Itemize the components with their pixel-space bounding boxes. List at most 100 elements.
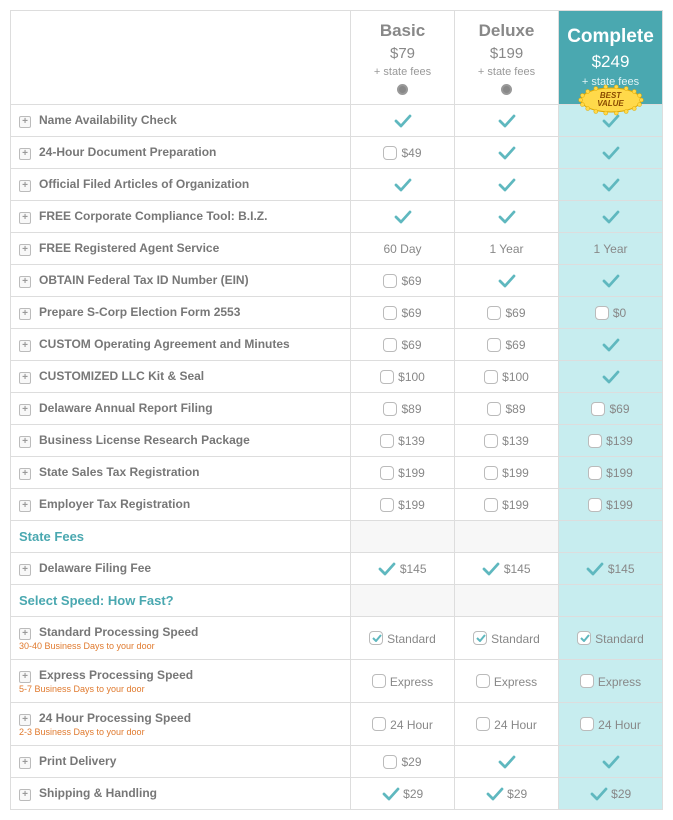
expand-icon[interactable]: +: [19, 180, 31, 192]
option-checkbox[interactable]: [383, 755, 397, 769]
option-checkbox[interactable]: [588, 434, 602, 448]
plan-value-cell: 1 Year: [559, 233, 663, 265]
section-spacer: [559, 585, 663, 617]
check-icon: [498, 114, 516, 128]
check-icon: [486, 787, 504, 801]
option-checkbox[interactable]: [372, 674, 386, 688]
expand-icon[interactable]: +: [19, 148, 31, 160]
option-checkbox[interactable]: [487, 338, 501, 352]
plan-radio[interactable]: [501, 84, 512, 95]
feature-label: CUSTOMIZED LLC Kit & Seal: [39, 369, 204, 383]
expand-icon[interactable]: +: [19, 404, 31, 416]
plan-value-cell: [455, 169, 559, 201]
expand-icon[interactable]: +: [19, 116, 31, 128]
expand-icon[interactable]: +: [19, 789, 31, 801]
option-checkbox[interactable]: [383, 274, 397, 288]
option-checkbox[interactable]: [380, 370, 394, 384]
feature-row: +CUSTOM Operating Agreement and Minutes$…: [11, 329, 663, 361]
option-checkbox[interactable]: [588, 466, 602, 480]
section-spacer: [455, 521, 559, 553]
expand-icon[interactable]: +: [19, 714, 31, 726]
feature-label: Shipping & Handling: [39, 786, 157, 800]
check-icon: [498, 178, 516, 192]
plan-radio[interactable]: [397, 84, 408, 95]
plan-name: Basic: [355, 21, 450, 41]
check-icon: [378, 562, 396, 576]
option-checkbox[interactable]: [580, 717, 594, 731]
check-icon: [602, 146, 620, 160]
option-checkbox[interactable]: [476, 674, 490, 688]
expand-icon[interactable]: +: [19, 468, 31, 480]
feature-row: +Express Processing Speed5-7 Business Da…: [11, 660, 663, 703]
option-checkbox[interactable]: [484, 498, 498, 512]
expand-icon[interactable]: +: [19, 244, 31, 256]
option-checkbox[interactable]: [380, 434, 394, 448]
plan-value-cell: [559, 361, 663, 393]
feature-row: +Name Availability Check: [11, 105, 663, 137]
plan-value-cell: $69: [455, 329, 559, 361]
option-checkbox[interactable]: [369, 631, 383, 645]
section-label: Select Speed: How Fast?: [11, 585, 351, 617]
feature-label: FREE Registered Agent Service: [39, 241, 219, 255]
section-spacer: [455, 585, 559, 617]
plan-value-cell: [455, 201, 559, 233]
feature-sublabel: 2-3 Business Days to your door: [19, 727, 344, 737]
feature-label: Delaware Annual Report Filing: [39, 401, 213, 415]
option-checkbox[interactable]: [588, 498, 602, 512]
feature-row: +State Sales Tax Registration$199$199$19…: [11, 457, 663, 489]
plan-header-deluxe[interactable]: Deluxe$199+ state fees: [455, 11, 559, 105]
plan-header-basic[interactable]: Basic$79+ state fees: [351, 11, 455, 105]
option-checkbox[interactable]: [383, 402, 397, 416]
plan-value-cell: [455, 105, 559, 137]
feature-label-cell: +Prepare S-Corp Election Form 2553: [11, 297, 351, 329]
option-checkbox[interactable]: [380, 466, 394, 480]
option-checkbox[interactable]: [487, 402, 501, 416]
feature-row: +Business License Research Package$139$1…: [11, 425, 663, 457]
option-checkbox[interactable]: [484, 466, 498, 480]
plan-value-cell: Express: [351, 660, 455, 703]
plan-value-cell: 24 Hour: [455, 703, 559, 746]
feature-label: 24-Hour Document Preparation: [39, 145, 216, 159]
option-checkbox[interactable]: [383, 338, 397, 352]
feature-row: +Employer Tax Registration$199$199$199: [11, 489, 663, 521]
expand-icon[interactable]: +: [19, 308, 31, 320]
option-checkbox[interactable]: [484, 370, 498, 384]
option-checkbox[interactable]: [383, 306, 397, 320]
plan-name: Complete: [563, 26, 658, 48]
expand-icon[interactable]: +: [19, 500, 31, 512]
expand-icon[interactable]: +: [19, 564, 31, 576]
table-header: Basic$79+ state feesDeluxe$199+ state fe…: [11, 11, 663, 105]
expand-icon[interactable]: +: [19, 340, 31, 352]
option-checkbox[interactable]: [380, 498, 394, 512]
plan-value-cell: $69: [351, 297, 455, 329]
pricing-table: Basic$79+ state feesDeluxe$199+ state fe…: [10, 10, 663, 810]
plan-price: $199: [459, 45, 554, 62]
plan-value-cell: [559, 201, 663, 233]
plan-value-cell: [559, 169, 663, 201]
plan-value-cell: [455, 265, 559, 297]
plan-header-complete[interactable]: Complete$249+ state feesBESTVALUE: [559, 11, 663, 105]
expand-icon[interactable]: +: [19, 372, 31, 384]
feature-label: Express Processing Speed: [39, 668, 193, 682]
plan-value-cell: $29: [351, 746, 455, 778]
option-checkbox[interactable]: [577, 631, 591, 645]
option-checkbox[interactable]: [476, 717, 490, 731]
option-checkbox[interactable]: [383, 146, 397, 160]
option-checkbox[interactable]: [580, 674, 594, 688]
option-checkbox[interactable]: [484, 434, 498, 448]
plan-value-cell: 1 Year: [455, 233, 559, 265]
expand-icon[interactable]: +: [19, 628, 31, 640]
option-checkbox[interactable]: [487, 306, 501, 320]
expand-icon[interactable]: +: [19, 436, 31, 448]
option-checkbox[interactable]: [473, 631, 487, 645]
option-checkbox[interactable]: [591, 402, 605, 416]
check-icon: [382, 787, 400, 801]
option-checkbox[interactable]: [595, 306, 609, 320]
expand-icon[interactable]: +: [19, 671, 31, 683]
expand-icon[interactable]: +: [19, 757, 31, 769]
expand-icon[interactable]: +: [19, 212, 31, 224]
option-checkbox[interactable]: [372, 717, 386, 731]
feature-label: Employer Tax Registration: [39, 497, 190, 511]
expand-icon[interactable]: +: [19, 276, 31, 288]
feature-row: +24 Hour Processing Speed2-3 Business Da…: [11, 703, 663, 746]
